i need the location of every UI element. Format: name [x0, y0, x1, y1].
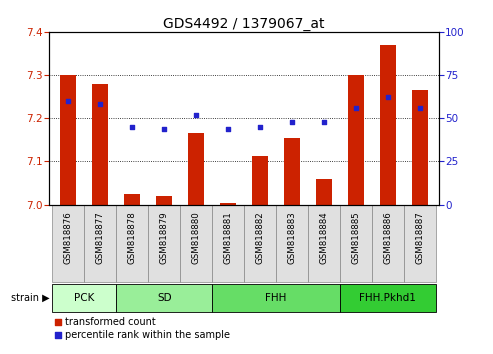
Text: GSM818884: GSM818884: [319, 211, 328, 264]
Text: GSM818883: GSM818883: [287, 211, 296, 264]
Text: GSM818877: GSM818877: [96, 211, 105, 264]
Bar: [316, 179, 332, 205]
Bar: [116, 284, 212, 312]
Text: GSM818886: GSM818886: [383, 211, 392, 264]
Bar: [212, 284, 340, 312]
Bar: [348, 75, 364, 205]
Point: [128, 124, 136, 130]
Bar: [340, 205, 372, 282]
Text: GSM818879: GSM818879: [160, 211, 169, 264]
Bar: [404, 205, 436, 282]
Bar: [124, 194, 141, 205]
Text: PCK: PCK: [74, 293, 95, 303]
Text: GSM818885: GSM818885: [352, 211, 360, 264]
Title: GDS4492 / 1379067_at: GDS4492 / 1379067_at: [163, 17, 325, 31]
Bar: [180, 205, 212, 282]
Point: [256, 124, 264, 130]
Bar: [61, 75, 76, 205]
Text: GSM818880: GSM818880: [192, 211, 201, 264]
Bar: [412, 90, 427, 205]
Bar: [84, 205, 116, 282]
Point: [320, 119, 328, 125]
Text: GSM818881: GSM818881: [223, 211, 233, 264]
Point: [65, 98, 72, 104]
Bar: [340, 284, 436, 312]
Bar: [52, 205, 84, 282]
Bar: [380, 45, 396, 205]
Bar: [284, 138, 300, 205]
Legend: transformed count, percentile rank within the sample: transformed count, percentile rank withi…: [54, 317, 230, 340]
Point: [224, 126, 232, 131]
Bar: [52, 284, 116, 312]
Bar: [244, 205, 276, 282]
Text: SD: SD: [157, 293, 172, 303]
Text: GSM818878: GSM818878: [128, 211, 137, 264]
Bar: [148, 205, 180, 282]
Text: strain ▶: strain ▶: [11, 293, 50, 303]
Bar: [188, 133, 204, 205]
Point: [160, 126, 168, 131]
Point: [288, 119, 296, 125]
Text: GSM818876: GSM818876: [64, 211, 73, 264]
Bar: [308, 205, 340, 282]
Bar: [372, 205, 404, 282]
Bar: [156, 196, 172, 205]
Point: [97, 102, 105, 107]
Point: [352, 105, 360, 111]
Point: [192, 112, 200, 118]
Bar: [212, 205, 244, 282]
Bar: [220, 203, 236, 205]
Point: [416, 105, 423, 111]
Text: GSM818887: GSM818887: [415, 211, 424, 264]
Text: FHH: FHH: [265, 293, 286, 303]
Text: GSM818882: GSM818882: [255, 211, 265, 264]
Point: [384, 95, 391, 100]
Text: FHH.Pkhd1: FHH.Pkhd1: [359, 293, 416, 303]
Bar: [92, 84, 108, 205]
Bar: [276, 205, 308, 282]
Bar: [252, 156, 268, 205]
Bar: [116, 205, 148, 282]
